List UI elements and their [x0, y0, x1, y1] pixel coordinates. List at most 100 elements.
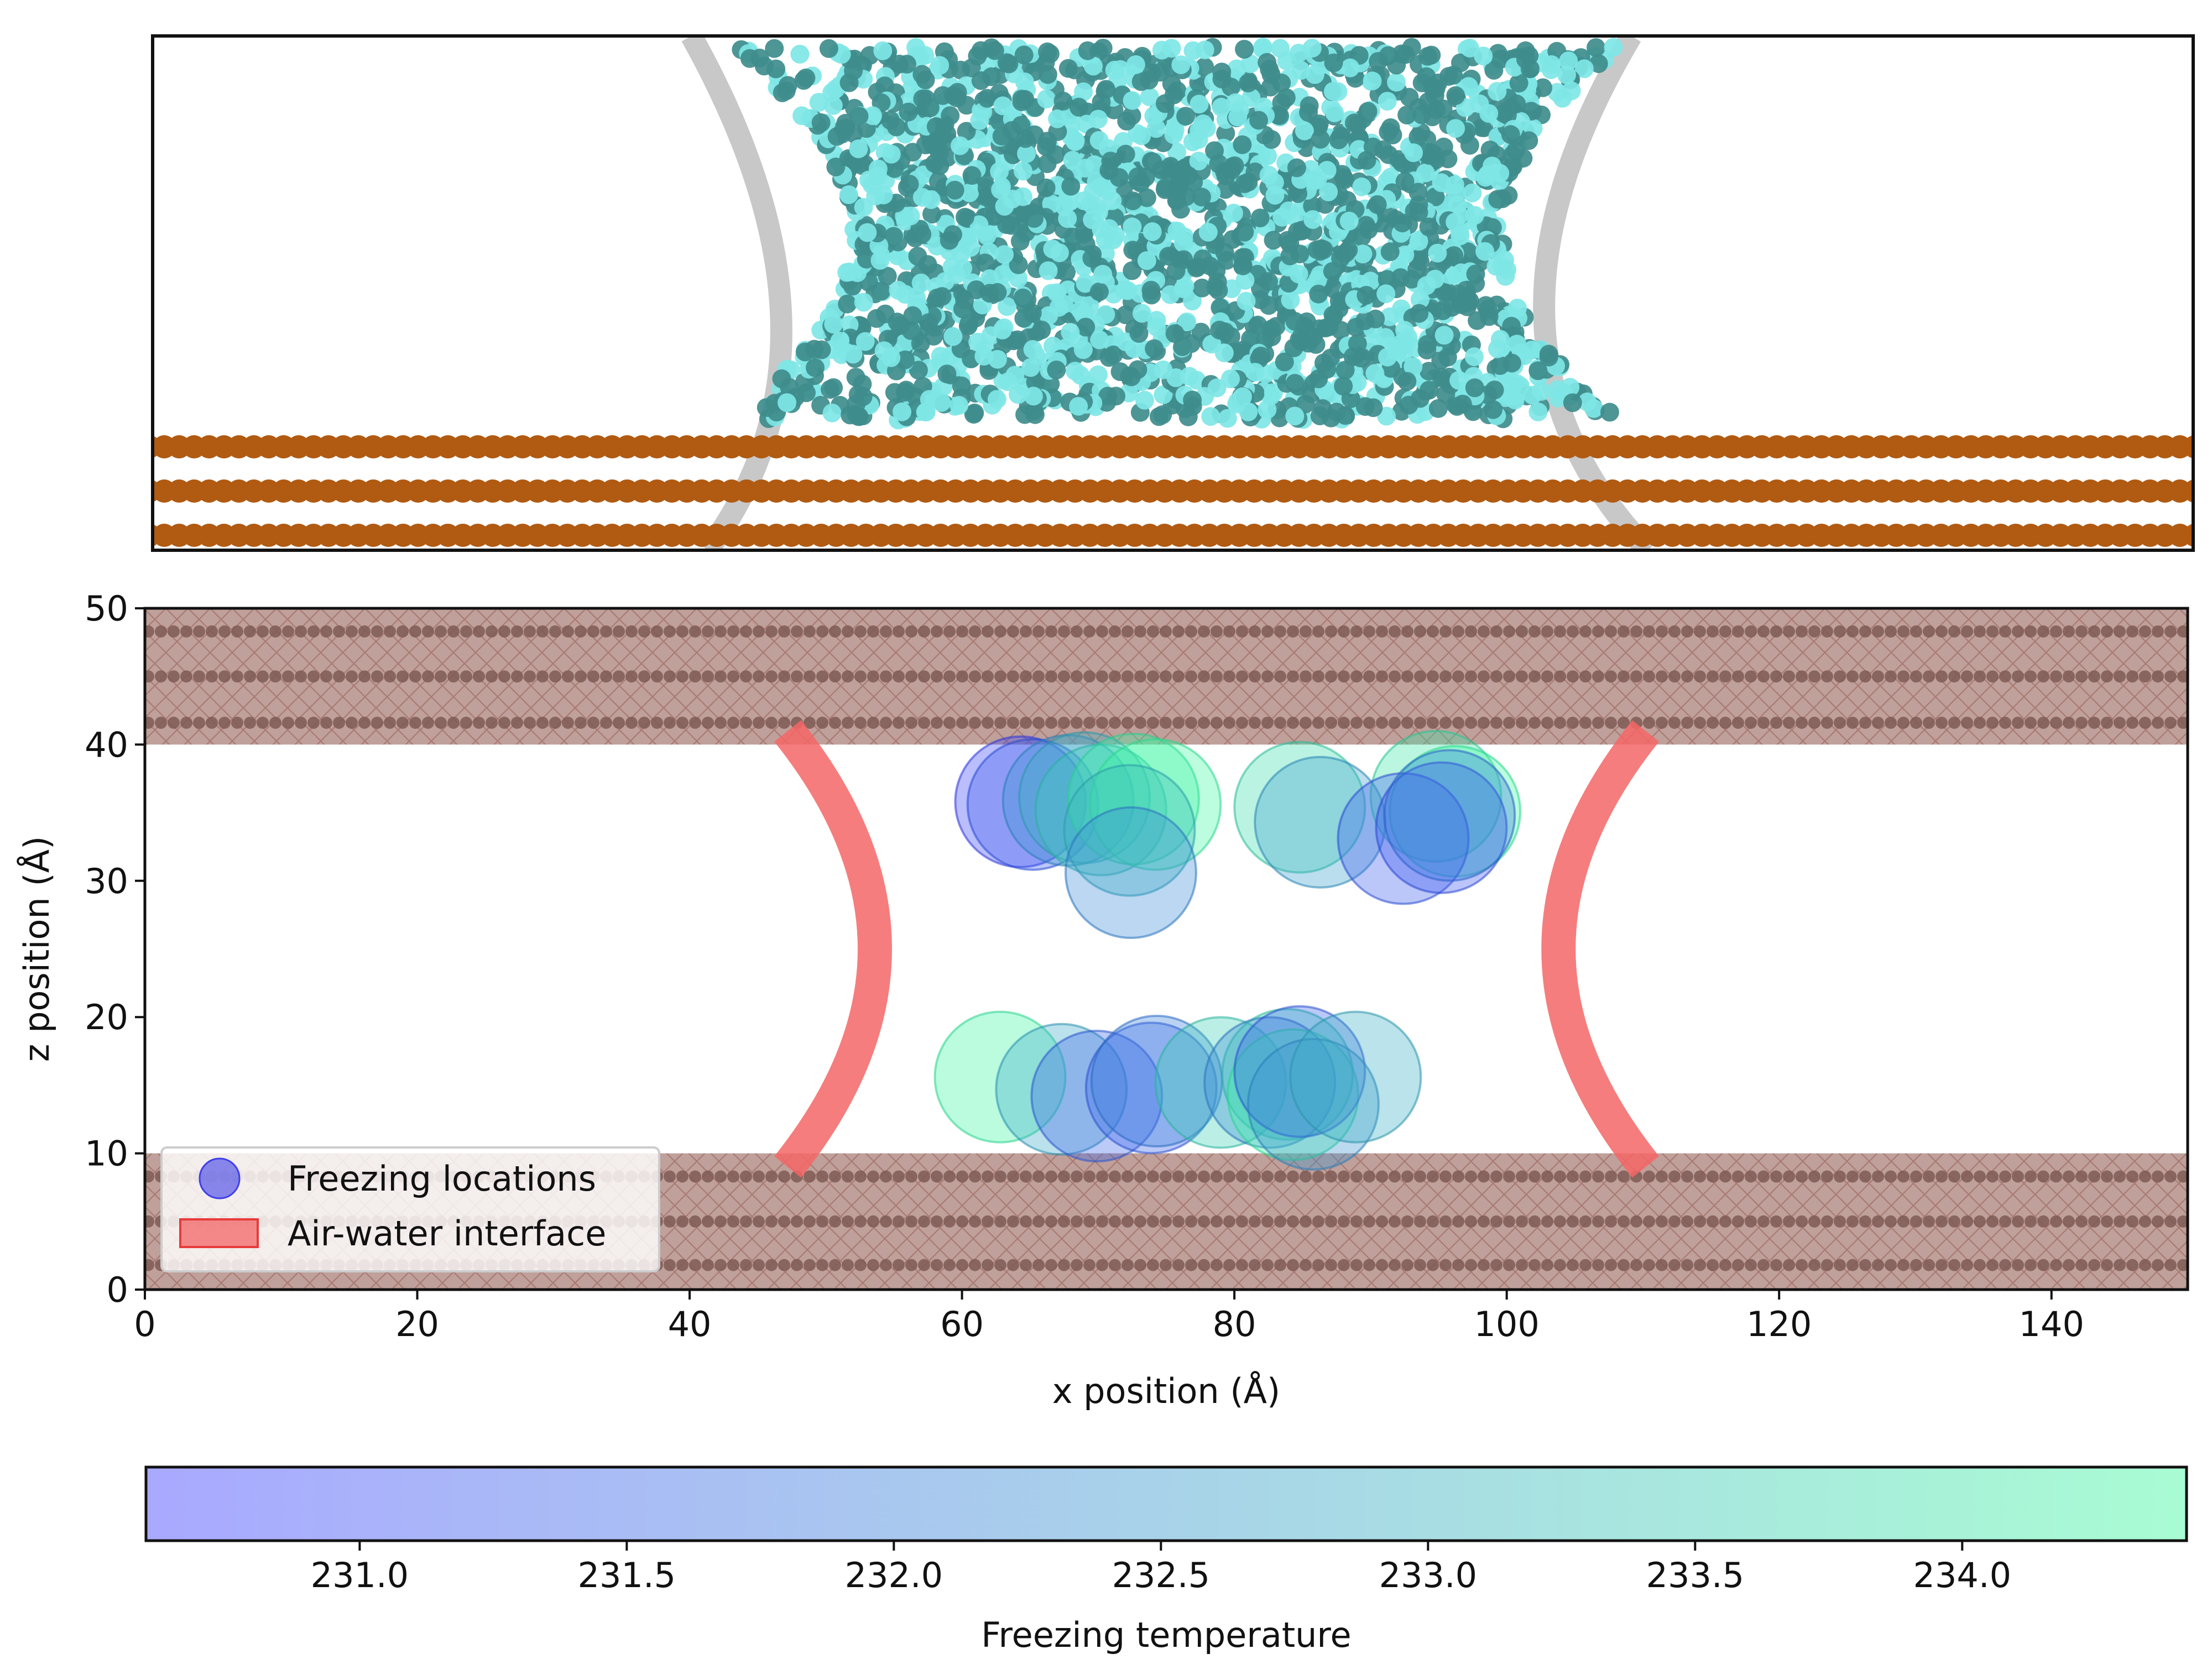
water-molecule	[1412, 105, 1431, 124]
substrate-atom	[1211, 1215, 1223, 1228]
water-molecule	[1305, 65, 1324, 84]
water-molecule	[1395, 172, 1415, 191]
substrate-atom	[1567, 1215, 1579, 1228]
water-molecule	[1259, 165, 1279, 185]
water-molecule	[1147, 317, 1166, 337]
water-molecule	[824, 378, 843, 397]
substrate-atom	[1707, 1170, 1719, 1183]
substrate-atom	[778, 625, 790, 638]
substrate-atom	[2063, 1259, 2075, 1271]
substrate-atom	[854, 716, 867, 729]
substrate-atom	[1172, 716, 1185, 729]
substrate-atom	[1211, 1170, 1223, 1183]
water-molecule	[913, 89, 932, 108]
substrate-atom	[1198, 1170, 1210, 1183]
substrate-atom	[1579, 670, 1592, 683]
water-molecule	[1491, 50, 1510, 69]
substrate-atom	[1198, 1259, 1210, 1271]
substrate-atom	[2088, 1215, 2100, 1228]
substrate-atom	[2088, 1259, 2100, 1271]
water-molecule	[1152, 40, 1171, 60]
substrate-atom	[1376, 1259, 1388, 1271]
substrate-atom	[409, 716, 421, 729]
substrate-atom	[1719, 716, 1731, 729]
substrate-atom	[460, 625, 472, 638]
substrate-atom	[1910, 670, 1922, 683]
substrate-atom	[1249, 1259, 1261, 1271]
water-molecule	[1285, 374, 1305, 393]
substrate-atom	[842, 716, 854, 729]
y-tick-label: 40	[85, 724, 128, 765]
substrate-atom	[727, 1215, 739, 1228]
substrate-atom	[1732, 1259, 1744, 1271]
water-molecule	[1093, 39, 1113, 58]
substrate-atom	[1834, 625, 1846, 638]
substrate-atom	[1554, 670, 1566, 683]
substrate-atom	[1923, 670, 1935, 683]
substrate-atom	[1834, 1215, 1846, 1228]
water-molecule	[1145, 339, 1164, 358]
substrate-atom	[1401, 1215, 1413, 1228]
substrate-atom	[1910, 1259, 1922, 1271]
substrate-atom	[435, 716, 447, 729]
substrate-atom	[1897, 625, 1910, 638]
substrate-atom	[1732, 716, 1744, 729]
water-molecule	[1207, 378, 1227, 398]
snapshot-frame	[151, 34, 2195, 552]
substrate-atom	[1936, 625, 1948, 638]
substrate-atom	[1414, 1170, 1426, 1183]
substrate-atom-row	[145, 670, 2188, 683]
water-molecule	[1465, 378, 1484, 398]
water-molecule	[1436, 384, 1455, 404]
substrate-atom	[1211, 716, 1223, 729]
colorbar-tick-label: 233.0	[1379, 1555, 1478, 1595]
water-molecule	[1325, 103, 1344, 122]
x-axis-label: x position (Å)	[1052, 1371, 1280, 1411]
substrate-atom	[1287, 1259, 1299, 1271]
substrate-atom	[714, 670, 727, 683]
water-molecule	[1486, 257, 1506, 276]
substrate-atom	[1567, 1259, 1579, 1271]
substrate-atom	[956, 1215, 968, 1228]
substrate-atom	[1668, 670, 1681, 683]
substrate-atom	[1376, 625, 1388, 638]
substrate-atom	[689, 1215, 701, 1228]
substrate-atom	[1897, 1215, 1910, 1228]
water-molecule	[1063, 227, 1083, 247]
water-molecule	[1479, 104, 1499, 123]
water-molecule	[1539, 347, 1558, 367]
substrate-atom	[1770, 625, 1782, 638]
water-molecule	[1208, 272, 1227, 291]
substrate-atom	[1249, 1170, 1261, 1183]
substrate-atom	[1134, 1170, 1146, 1183]
substrate-atom	[1719, 1215, 1731, 1228]
water-molecule	[1097, 80, 1115, 99]
substrate-atom	[2075, 670, 2088, 683]
substrate-atom	[1427, 716, 1439, 729]
substrate-atom	[1668, 625, 1681, 638]
substrate-atom	[1528, 625, 1541, 638]
substrate-atom	[2088, 1170, 2100, 1183]
substrate-atom	[1961, 670, 1973, 683]
substrate-atom	[1834, 1259, 1846, 1271]
substrate-atom	[1414, 625, 1426, 638]
substrate-atom	[1274, 625, 1286, 638]
substrate-atom	[943, 1259, 956, 1271]
substrate-atom	[778, 716, 790, 729]
substrate-atom	[1363, 1215, 1375, 1228]
substrate-atom	[1338, 625, 1350, 638]
substrate-atom	[1490, 670, 1503, 683]
substrate-atom	[1478, 1259, 1490, 1271]
substrate-atom	[905, 716, 917, 729]
substrate-atom	[244, 716, 256, 729]
substrate-atom	[1249, 1215, 1261, 1228]
substrate-atom	[1071, 670, 1083, 683]
substrate-atom	[1096, 625, 1108, 638]
water-molecule	[1235, 174, 1254, 194]
substrate-atom	[1147, 625, 1159, 638]
legend-marker-freezing	[199, 1157, 241, 1199]
water-molecule	[1198, 222, 1218, 242]
water-molecule	[1245, 363, 1265, 382]
water-molecule	[1011, 116, 1031, 135]
substrate-atom	[1007, 1170, 1019, 1183]
